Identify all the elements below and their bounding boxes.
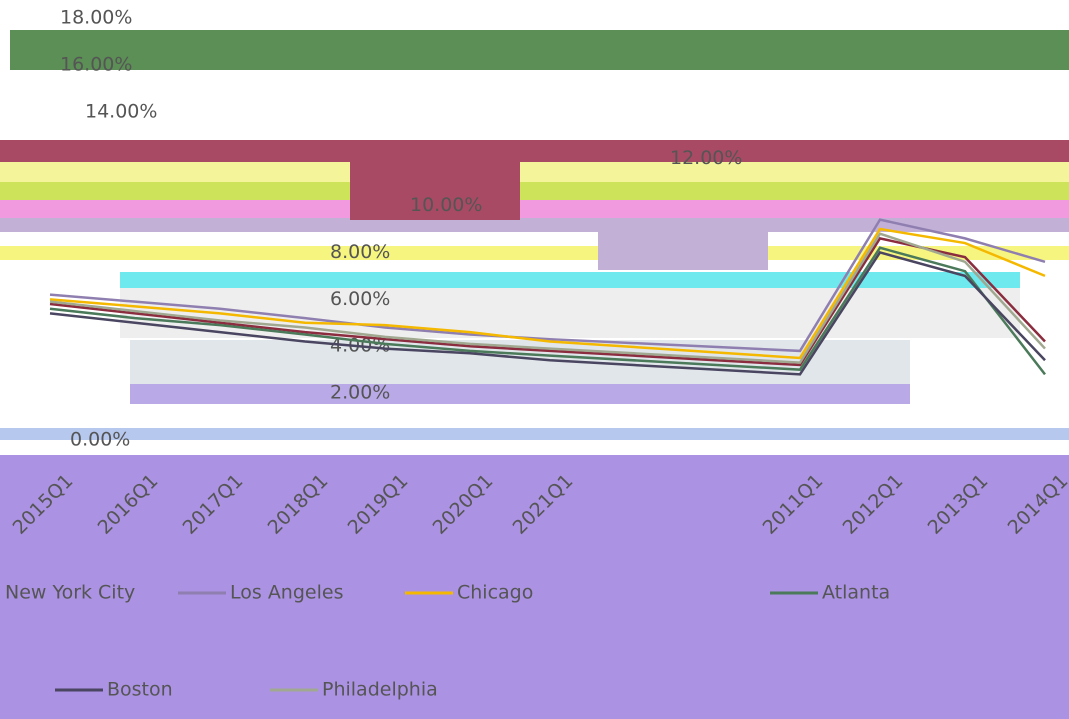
y-tick-label: 10.00% xyxy=(410,194,482,216)
band xyxy=(0,182,1069,200)
page: 0.00%2.00%4.00%6.00%8.00%10.00%12.00%14.… xyxy=(0,0,1069,719)
band xyxy=(130,384,910,404)
y-tick-label: 0.00% xyxy=(70,429,130,451)
band xyxy=(0,200,1069,218)
band xyxy=(120,272,1020,288)
y-tick-label: 16.00% xyxy=(60,53,132,75)
y-tick-label: 18.00% xyxy=(60,7,132,29)
band xyxy=(0,428,1069,440)
legend-label: Los Angeles xyxy=(230,582,343,604)
legend-label: Atlanta xyxy=(822,582,890,604)
y-tick-label: 8.00% xyxy=(330,241,390,263)
band xyxy=(0,140,1069,162)
y-tick-label: 6.00% xyxy=(330,288,390,310)
band xyxy=(0,162,1069,182)
legend-label: Boston xyxy=(107,679,173,701)
band xyxy=(10,30,1069,70)
y-tick-label: 14.00% xyxy=(85,100,157,122)
legend-label: Chicago xyxy=(457,582,533,604)
y-tick-label: 12.00% xyxy=(670,147,742,169)
chart: 0.00%2.00%4.00%6.00%8.00%10.00%12.00%14.… xyxy=(0,0,1069,719)
band xyxy=(0,246,1069,260)
legend-label: Philadelphia xyxy=(322,679,438,701)
legend-label: New York City xyxy=(5,582,135,604)
y-tick-label: 2.00% xyxy=(330,382,390,404)
band xyxy=(598,232,768,270)
